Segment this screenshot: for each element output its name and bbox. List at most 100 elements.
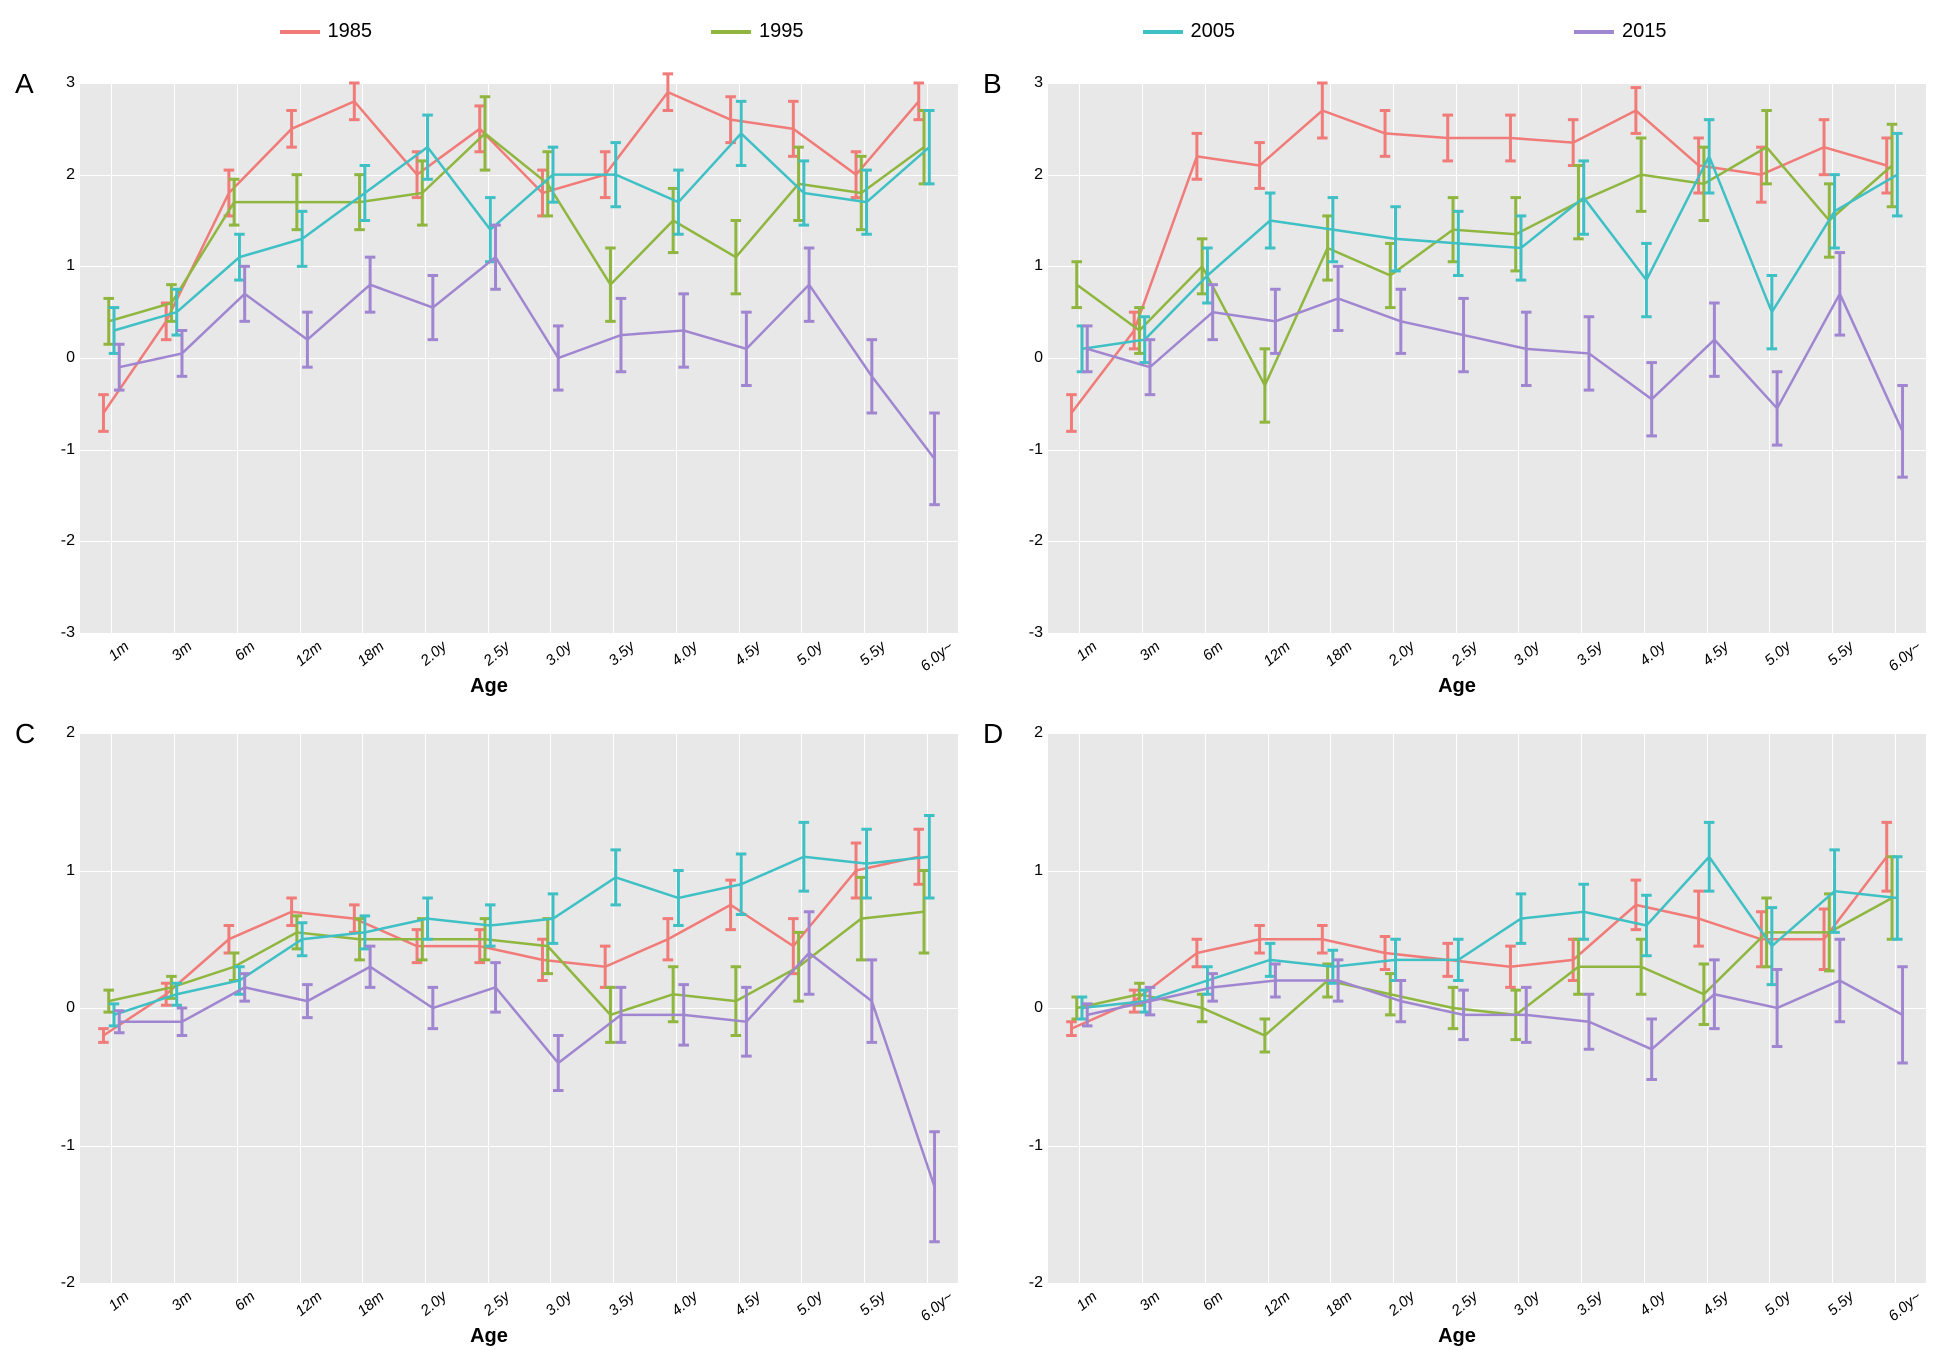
xtick-label: 18m (1322, 638, 1355, 670)
ytick-label: -3 (1029, 624, 1043, 642)
ytick-label: 1 (1034, 257, 1043, 275)
plot-wrap: -2-10121m3m6m12m18m2.0y2.5y3.0y3.5y4.0y4… (1048, 733, 1926, 1283)
gridline-h (80, 633, 958, 634)
plot-area: -2-10121m3m6m12m18m2.0y2.5y3.0y3.5y4.0y4… (1048, 733, 1926, 1283)
xtick-label: 1m (106, 638, 133, 664)
xtick-label: 4.5y (1699, 638, 1732, 669)
xtick-label: 6.0y~ (917, 1288, 956, 1325)
ytick-label: 3 (1034, 74, 1043, 92)
x-axis-label: Age (470, 1325, 508, 1348)
ytick-label: -2 (1029, 1274, 1043, 1292)
xtick-label: 2.5y (480, 638, 513, 669)
ytick-label: 2 (1034, 724, 1043, 742)
ytick-label: 3 (66, 74, 75, 92)
legend-swatch (1143, 30, 1183, 34)
xtick-label: 12m (1260, 1288, 1293, 1320)
plot-area: -2-10121m3m6m12m18m2.0y2.5y3.0y3.5y4.0y4… (80, 733, 958, 1283)
ytick-label: -2 (61, 532, 75, 550)
xtick-label: 6m (1199, 1288, 1226, 1314)
xtick-label: 6m (231, 638, 258, 664)
xtick-label: 6.0y~ (1885, 1288, 1924, 1325)
xtick-label: 4.0y (668, 638, 701, 669)
ytick-label: 0 (1034, 999, 1043, 1017)
xtick-label: 3.5y (1574, 638, 1607, 669)
xtick-label: 1m (106, 1288, 133, 1314)
ytick-label: -1 (61, 441, 75, 459)
xtick-label: 3.0y (543, 638, 576, 669)
ytick-label: -1 (1029, 441, 1043, 459)
ytick-label: 2 (66, 166, 75, 184)
x-axis-label: Age (1438, 675, 1476, 698)
xtick-label: 6.0y~ (917, 638, 956, 675)
series-line-1985 (103, 857, 918, 1036)
xtick-label: 4.5y (731, 1288, 764, 1319)
ytick-label: -2 (61, 1274, 75, 1292)
series-line-1995 (109, 912, 924, 1015)
panel-A: AHeight difference for boys (U-R) (cm)Ag… (10, 63, 968, 703)
xtick-label: 4.0y (668, 1288, 701, 1319)
panel-D: DWeight difference for girls (U-R) (cm)A… (978, 713, 1936, 1353)
series-line-2015 (1087, 981, 1902, 1050)
panels-grid: AHeight difference for boys (U-R) (cm)Ag… (10, 63, 1936, 1353)
ytick-label: 2 (66, 724, 75, 742)
xtick-label: 3.5y (606, 638, 639, 669)
panel-label: B (983, 68, 1002, 100)
gridline-h (80, 1283, 958, 1284)
xtick-label: 5.0y (1762, 1288, 1795, 1319)
panel-label: D (983, 718, 1003, 750)
plot-wrap: -3-2-101231m3m6m12m18m2.0y2.5y3.0y3.5y4.… (80, 83, 958, 633)
ytick-label: -2 (1029, 532, 1043, 550)
ytick-label: -1 (1029, 1137, 1043, 1155)
legend-item: 2005 (1143, 20, 1236, 43)
xtick-label: 18m (354, 638, 387, 670)
xtick-label: 3m (169, 638, 196, 664)
plot-area: -3-2-101231m3m6m12m18m2.0y2.5y3.0y3.5y4.… (1048, 83, 1926, 633)
xtick-label: 6m (231, 1288, 258, 1314)
ytick-label: 2 (1034, 166, 1043, 184)
legend-label: 2015 (1622, 20, 1667, 43)
series-line-1985 (103, 92, 918, 413)
series-line-2015 (119, 953, 934, 1187)
legend-item: 1995 (711, 20, 804, 43)
xtick-label: 2.5y (1448, 1288, 1481, 1319)
legend-swatch (711, 30, 751, 34)
gridline-h (1048, 633, 1926, 634)
series-svg (80, 83, 958, 633)
xtick-label: 12m (292, 1288, 325, 1320)
legend-swatch (1574, 30, 1614, 34)
plot-area: -3-2-101231m3m6m12m18m2.0y2.5y3.0y3.5y4.… (80, 83, 958, 633)
series-line-2015 (119, 257, 934, 459)
panel-label: A (15, 68, 34, 100)
xtick-label: 3.5y (1574, 1288, 1607, 1319)
series-line-1985 (1071, 111, 1886, 414)
xtick-label: 2.5y (1448, 638, 1481, 669)
plot-wrap: -2-10121m3m6m12m18m2.0y2.5y3.0y3.5y4.0y4… (80, 733, 958, 1283)
ytick-label: 0 (66, 349, 75, 367)
ytick-label: -1 (61, 1137, 75, 1155)
xtick-label: 3.0y (1511, 638, 1544, 669)
xtick-label: 3m (1137, 1288, 1164, 1314)
xtick-label: 3m (1137, 638, 1164, 664)
legend-label: 1985 (328, 20, 373, 43)
panel-B: BHeight difference for girls (U-R) (cm)A… (978, 63, 1936, 703)
legend-label: 2005 (1191, 20, 1236, 43)
ytick-label: -3 (61, 624, 75, 642)
xtick-label: 3.5y (606, 1288, 639, 1319)
legend-item: 1985 (280, 20, 373, 43)
plot-wrap: -3-2-101231m3m6m12m18m2.0y2.5y3.0y3.5y4.… (1048, 83, 1926, 633)
xtick-label: 3m (169, 1288, 196, 1314)
legend-item: 2015 (1574, 20, 1667, 43)
panel-label: C (15, 718, 35, 750)
xtick-label: 5.5y (856, 1288, 889, 1319)
xtick-label: 2.0y (1385, 638, 1418, 669)
series-svg (1048, 83, 1926, 633)
panel-C: CWeight difference for boys (U-R) (cm)Ag… (10, 713, 968, 1353)
series-svg (80, 733, 958, 1283)
ytick-label: 0 (66, 999, 75, 1017)
legend: 1985 1995 2005 2015 (10, 10, 1936, 63)
xtick-label: 6.0y~ (1885, 638, 1924, 675)
xtick-label: 4.5y (731, 638, 764, 669)
x-axis-label: Age (1438, 1325, 1476, 1348)
xtick-label: 2.0y (1385, 1288, 1418, 1319)
xtick-label: 3.0y (1511, 1288, 1544, 1319)
